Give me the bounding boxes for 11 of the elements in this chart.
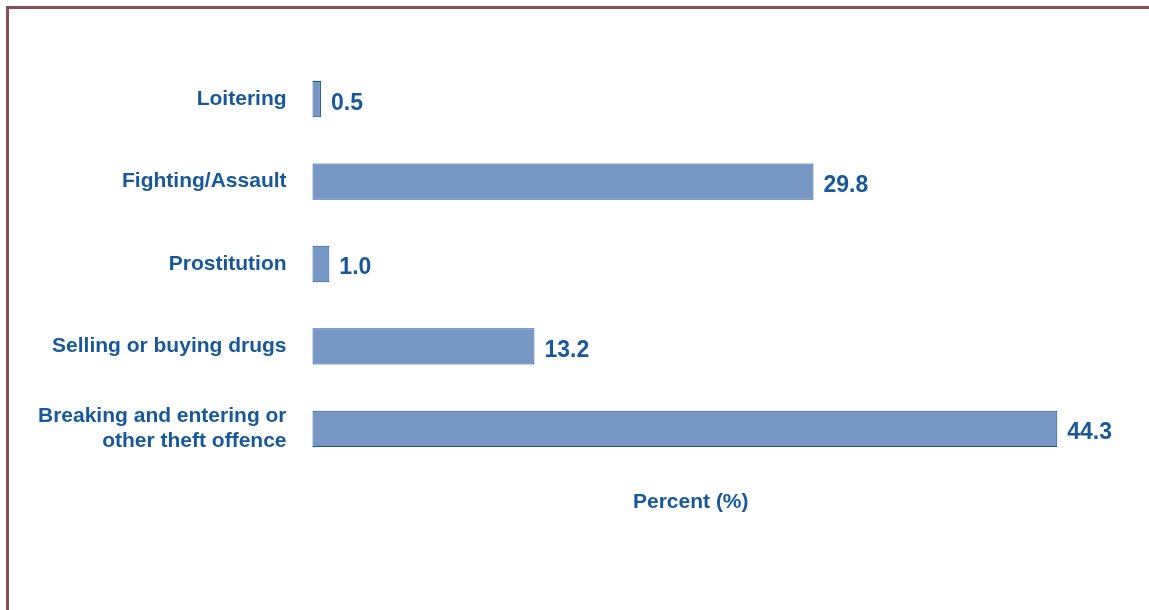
y-tick-label: Fighting/Assault (122, 168, 287, 192)
data-label: 0.5 (330, 88, 364, 115)
text: Percent (%) (633, 489, 749, 513)
data-label: 1.0 (339, 253, 372, 280)
data-label: 44.3 (1067, 418, 1112, 445)
y-tick-label: Loitering (196, 86, 287, 109)
y-tick-label: Breaking and entering or other theft offence (38, 403, 287, 452)
y-tick-label: Prostitution (168, 250, 287, 274)
data-label: 13.2 (544, 335, 590, 362)
data-label: 29.8 (823, 170, 869, 197)
y-tick-label: Selling or buying drugs (52, 333, 287, 357)
